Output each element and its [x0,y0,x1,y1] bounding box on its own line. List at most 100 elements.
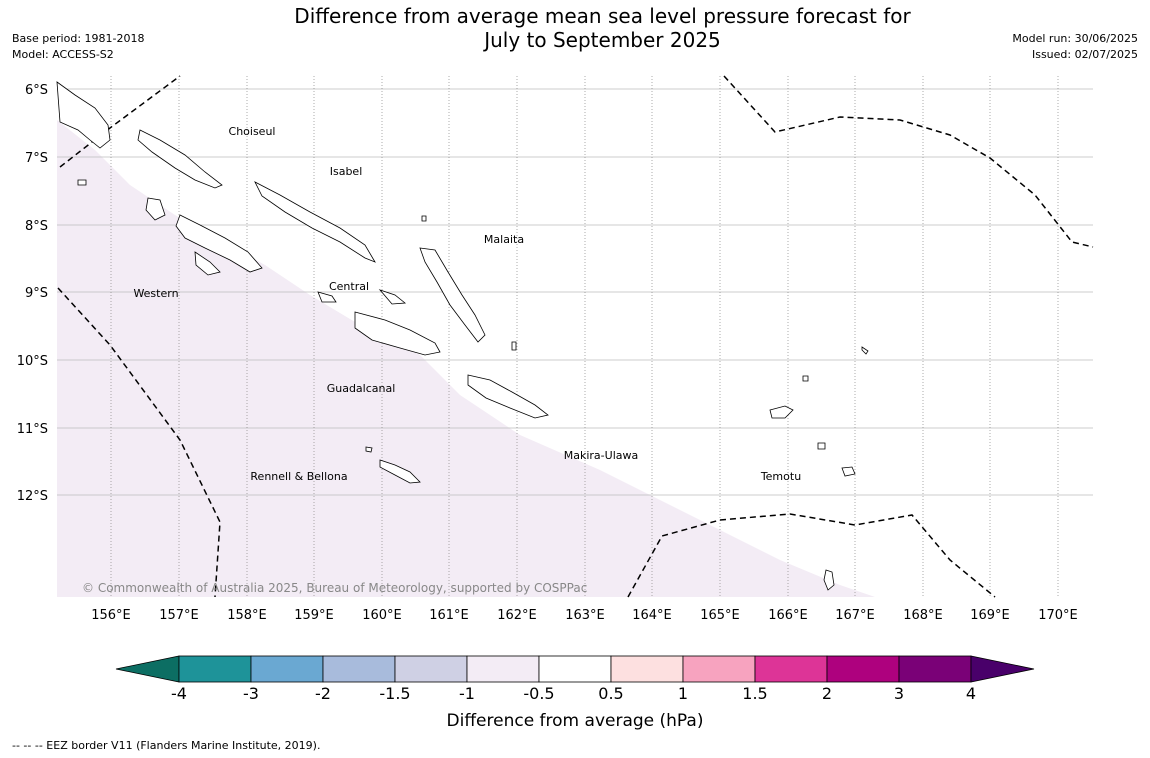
colorbar-segment [394,655,468,683]
lon-labels: 156°E 157°E 158°E 159°E 160°E 161°E 162°… [91,608,1078,623]
meta-right: Model run: 30/06/2025 Issued: 02/07/2025 [1012,31,1138,63]
eez-borders [57,75,1094,598]
island-bellona [365,446,373,453]
lon-label: 170°E [1038,608,1078,623]
island-small-2 [861,346,869,355]
colorbar-label: Difference from average (hPa) [447,711,704,731]
colorbar-segment [322,655,396,683]
lon-label: 168°E [903,608,943,623]
region-label-malaita: Malaita [484,233,524,246]
region-label-choiseul: Choiseul [229,125,276,138]
islands [56,81,869,591]
island-isabel [254,181,376,263]
colorbar-tick: 3 [894,684,904,703]
colorbar-tick: -2 [315,684,331,703]
island-makira [467,374,549,419]
lon-label: 161°E [429,608,469,623]
model-name: Model: ACCESS-S2 [12,48,114,61]
island-vella [145,197,166,221]
island-ulawa [511,341,517,351]
colorbar-tick: -1 [459,684,475,703]
lon-label: 163°E [565,608,605,623]
colorbar-arrow-left [115,655,180,683]
lon-label: 162°E [497,608,537,623]
eez-legend-note: -- -- -- EEZ border V11 (Flanders Marine… [12,739,321,752]
colorbar-segment [466,655,540,683]
region-label-temotu: Temotu [760,470,801,483]
region-label-western: Western [133,287,178,300]
region-label-central: Central [329,280,369,293]
island-new-georgia [175,214,263,273]
lat-labels: 6°S 7°S 8°S 9°S 10°S 11°S 12°S [17,83,48,504]
colorbar-tick: 1.5 [742,684,767,703]
meta-left: Base period: 1981-2018 Model: ACCESS-S2 [12,31,144,63]
colorbar-tick: -0.5 [523,684,554,703]
colorbar-tick: 4 [966,684,976,703]
island-rendova [194,251,221,276]
colorbar-segment [538,655,612,683]
colorbar [115,655,1035,683]
lat-label: 9°S [25,286,48,301]
lat-label: 8°S [25,219,48,234]
region-label-makira-ulawa: Makira-Ulawa [564,449,638,462]
colorbar-tick: -3 [243,684,259,703]
island-florida [317,291,337,303]
island-utupua [817,442,826,450]
lon-label: 157°E [159,608,199,623]
lat-gridlines [57,88,1093,496]
colorbar-ticks: -4 -3 -2 -1.5 -1 -0.5 0.5 1 1.5 2 3 4 [171,684,976,703]
lon-label: 160°E [362,608,402,623]
colorbar-segment [898,655,972,683]
lat-label: 10°S [17,354,48,369]
colorbar-segment [178,655,252,683]
colorbar-tick: 0.5 [598,684,623,703]
island-small-1 [421,215,427,222]
title-line-2: July to September 2025 [484,28,721,52]
colorbar-arrow-right [970,655,1035,683]
lon-label: 159°E [294,608,334,623]
lat-label: 12°S [17,489,48,504]
island-bougainville [56,81,111,149]
copyright-notice: © Commonwealth of Australia 2025, Bureau… [82,581,587,595]
island-choiseul [137,129,223,189]
region-labels: Choiseul Isabel Malaita Western Central … [133,125,801,483]
island-anuta [823,569,835,591]
lon-label: 166°E [768,608,808,623]
colorbar-tick: 1 [678,684,688,703]
lon-label: 169°E [970,608,1010,623]
lon-label: 156°E [91,608,131,623]
lat-label: 11°S [17,422,48,437]
colorbar-segment [610,655,684,683]
island-santa-cruz [769,405,794,419]
region-label-guadalcanal: Guadalcanal [327,382,396,395]
lon-label: 158°E [227,608,267,623]
island-guadalcanal [354,311,441,356]
lat-label: 7°S [25,151,48,166]
colorbar-tick: 2 [822,684,832,703]
colorbar-segment [826,655,900,683]
colorbar-tick: -1.5 [379,684,410,703]
region-label-rennell-bellona: Rennell & Bellona [250,470,347,483]
model-run: Model run: 30/06/2025 [1012,32,1138,45]
island-rennell [379,459,421,484]
lat-label: 6°S [25,83,48,98]
island-reef [802,375,809,382]
island-malaita [419,247,486,343]
map-title: Difference from average mean sea level p… [0,4,1150,52]
issued-date: Issued: 02/07/2025 [1031,48,1138,61]
island-vanikoro [841,466,856,477]
colorbar-tick: -4 [171,684,187,703]
colorbar-segment [754,655,828,683]
island-russell [378,289,407,305]
base-period: Base period: 1981-2018 [12,32,145,45]
colorbar-segment [682,655,756,683]
region-label-isabel: Isabel [330,165,363,178]
lon-label: 167°E [835,608,875,623]
lon-label: 165°E [700,608,740,623]
lon-label: 164°E [632,608,672,623]
title-line-1: Difference from average mean sea level p… [294,4,911,28]
anomaly-shading [57,120,875,597]
colorbar-segment [250,655,324,683]
island-shortland [77,179,87,186]
